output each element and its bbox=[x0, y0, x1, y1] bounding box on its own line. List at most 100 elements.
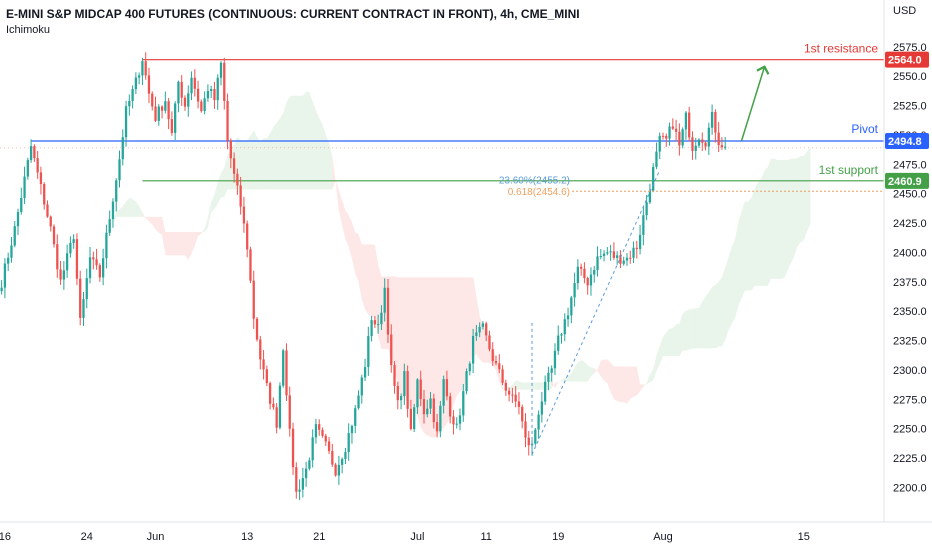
candle-body bbox=[311, 437, 314, 461]
cloud-segment bbox=[211, 194, 215, 213]
candle-body bbox=[642, 215, 645, 235]
candle-body bbox=[717, 132, 720, 146]
candle-body bbox=[377, 324, 380, 326]
candle-body bbox=[547, 372, 550, 382]
candle-body bbox=[599, 256, 602, 258]
candle-body bbox=[714, 112, 717, 133]
cloud-segment bbox=[152, 216, 156, 230]
candle-body bbox=[3, 263, 7, 288]
candle-body bbox=[550, 368, 553, 373]
candle-body bbox=[203, 98, 206, 112]
cloud-segment bbox=[240, 140, 244, 190]
candle-body bbox=[291, 428, 295, 468]
candle-body bbox=[707, 127, 710, 147]
candle-body bbox=[92, 257, 95, 260]
cloud-segment bbox=[178, 232, 182, 256]
candle-body bbox=[331, 451, 334, 465]
time-tick-label: 24 bbox=[81, 531, 93, 543]
cloud-segment bbox=[263, 138, 267, 190]
candle-body bbox=[648, 190, 652, 203]
cloud-segment bbox=[319, 118, 323, 190]
price-tag bbox=[885, 132, 929, 149]
candle-body bbox=[124, 106, 128, 138]
cloud-segment bbox=[643, 383, 647, 387]
candle-body bbox=[439, 405, 442, 432]
cloud-segment bbox=[748, 198, 752, 291]
candle-body bbox=[298, 489, 301, 492]
candle-body bbox=[324, 435, 327, 442]
candle-body bbox=[429, 398, 432, 409]
candle-body bbox=[79, 278, 82, 318]
cloud-segment bbox=[322, 124, 326, 190]
cloud-segment bbox=[397, 277, 402, 396]
cloud-segment bbox=[165, 232, 169, 256]
candle-body bbox=[527, 437, 530, 446]
candle-body bbox=[691, 137, 694, 151]
cloud-segment bbox=[712, 284, 716, 349]
cloud-segment bbox=[283, 102, 287, 190]
price-axis[interactable]: 2200.0 2225.0 2250.0 2275.0 2300.0 2325.0 2350… bbox=[893, 42, 927, 495]
cloud-segment bbox=[329, 143, 333, 190]
candle-body bbox=[616, 255, 619, 258]
cloud-segment bbox=[656, 346, 660, 372]
cloud-segment bbox=[374, 244, 379, 337]
candle-body bbox=[177, 81, 180, 104]
candle-body bbox=[609, 251, 612, 253]
price-tick-label: 2525.0 bbox=[893, 101, 927, 113]
candle-body bbox=[327, 441, 331, 452]
cloud-segment bbox=[273, 122, 277, 190]
candle-body bbox=[259, 339, 262, 360]
cloud-segment bbox=[636, 366, 641, 396]
cloud-segment bbox=[744, 201, 749, 291]
cloud-segment bbox=[630, 366, 634, 399]
candle-body bbox=[196, 88, 200, 102]
cloud-segment bbox=[708, 287, 713, 349]
cloud-segment bbox=[266, 133, 271, 190]
candle-body bbox=[498, 363, 501, 370]
candle-body bbox=[88, 257, 92, 279]
cloud-segment bbox=[358, 234, 362, 300]
cloud-segment bbox=[168, 232, 172, 256]
cloud-segment bbox=[522, 382, 526, 390]
candle-body bbox=[69, 242, 72, 254]
cloud-segment bbox=[293, 95, 297, 190]
candle-body bbox=[39, 172, 43, 185]
cloud-segment bbox=[129, 197, 133, 217]
cloud-segment bbox=[122, 201, 127, 217]
candle-body bbox=[632, 247, 635, 258]
cloud-segment bbox=[751, 188, 755, 291]
cloud-segment bbox=[702, 296, 706, 349]
fib-trendline bbox=[531, 169, 661, 455]
cloud-segment bbox=[528, 382, 533, 390]
candle-body bbox=[501, 369, 504, 383]
candle-body bbox=[242, 206, 246, 224]
candle-body bbox=[13, 226, 16, 246]
cloud-segment bbox=[224, 155, 228, 197]
indicator-label[interactable]: Ichimoku bbox=[6, 24, 51, 36]
time-axis[interactable]: 16 24 Jun 13 21 Jul 11 19 Aug 15 bbox=[0, 531, 810, 543]
cloud-segment bbox=[800, 155, 804, 243]
price-tag-label: 2494.8 bbox=[888, 136, 922, 148]
cloud-segment bbox=[692, 308, 696, 349]
cloud-segment bbox=[342, 200, 346, 239]
candle-body bbox=[278, 385, 282, 428]
candle-body bbox=[144, 61, 147, 76]
cloud-segment bbox=[207, 201, 212, 228]
cloud-segment bbox=[348, 215, 352, 259]
cloud-segment bbox=[764, 167, 768, 286]
candle-body bbox=[688, 112, 691, 138]
candle-body bbox=[282, 350, 285, 386]
cloud-segment bbox=[338, 189, 343, 226]
candle-body bbox=[684, 112, 688, 130]
candle-body bbox=[563, 319, 566, 335]
price-tag bbox=[885, 172, 929, 189]
cloud-segment bbox=[538, 382, 542, 390]
cloud-segment bbox=[496, 357, 500, 382]
cloud-segment bbox=[148, 216, 153, 225]
candle-body bbox=[16, 212, 20, 227]
cloud-segment bbox=[450, 277, 454, 419]
candle-body bbox=[622, 260, 625, 264]
candle-body bbox=[59, 269, 62, 280]
cloud-segment bbox=[607, 359, 611, 392]
